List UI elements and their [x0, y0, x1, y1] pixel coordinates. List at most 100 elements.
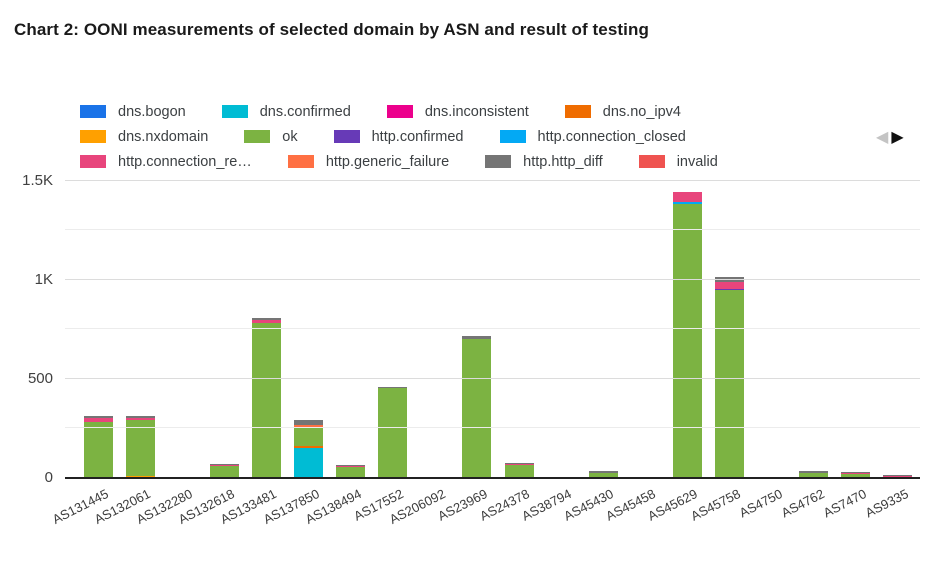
legend-row: dns.nxdomain ok http.confirmed http.connect… — [80, 124, 870, 149]
bar-group[interactable] — [547, 168, 576, 478]
x-axis-line — [65, 477, 920, 479]
bar-group[interactable] — [757, 168, 786, 478]
legend-label: dns.no_ipv4 — [602, 103, 681, 120]
bar-group[interactable] — [336, 168, 366, 478]
bar-segment-http.http_diff[interactable] — [125, 416, 155, 418]
bar-group[interactable] — [799, 168, 829, 478]
legend-label: dns.inconsistent — [424, 103, 529, 120]
bar-segment-http.http_diff[interactable] — [504, 462, 534, 464]
gridline-minor — [65, 328, 920, 330]
y-axis-tick-label: 0 — [44, 469, 53, 486]
bar-segment-http.connection_reset[interactable] — [715, 281, 745, 289]
bar-group[interactable] — [167, 168, 197, 478]
bar-segment-http.connection_reset[interactable] — [841, 473, 871, 475]
bar-segment-dns.no_ipv4[interactable] — [294, 446, 324, 449]
bar-group[interactable] — [841, 168, 871, 478]
bar-segment-http.http_diff[interactable] — [378, 386, 408, 388]
bar-group[interactable] — [715, 168, 745, 478]
legend-prev-icon: ◀ — [876, 129, 889, 146]
bar-segment-http.http_diff[interactable] — [588, 471, 618, 474]
bar-segment-ok[interactable] — [83, 421, 113, 478]
bar-segment-http.http_diff[interactable] — [462, 336, 492, 340]
bar-segment-ok[interactable] — [799, 473, 829, 478]
bar-group[interactable] — [420, 168, 449, 478]
legend-item-http.connection_closed: http.connection_closed — [499, 128, 686, 145]
legend-swatch — [80, 130, 106, 143]
legend-label: dns.bogon — [118, 103, 186, 120]
legend-item-http.confirmed: http.confirmed — [333, 129, 464, 145]
y-axis-tick-label: 1.5K — [22, 171, 53, 189]
legend-swatch — [564, 105, 591, 118]
bar-segment-http.connection_reset[interactable] — [883, 476, 913, 478]
legend-row: http.connection_re… http.generic_failure h… — [80, 149, 870, 174]
bar-segment-http.http_diff[interactable] — [799, 471, 829, 474]
bar-group[interactable] — [378, 168, 408, 478]
bar-segment-http.connection_reset[interactable] — [83, 417, 113, 422]
bar-segment-ok[interactable] — [251, 322, 281, 478]
legend-swatch — [499, 130, 526, 143]
bar-segment-http.connection_reset[interactable] — [504, 463, 534, 466]
bar-segment-http.http_diff[interactable] — [209, 464, 239, 466]
bar-segment-ok[interactable] — [378, 387, 408, 478]
bar-segment-http.http_diff[interactable] — [294, 419, 324, 425]
bar-group[interactable] — [504, 168, 534, 478]
legend-label: http.connection_closed — [537, 128, 686, 145]
legend-swatch — [287, 155, 314, 168]
bar-segment-ok[interactable] — [336, 467, 366, 478]
bar-segment-http.connection_reset[interactable] — [251, 319, 281, 323]
bar-segment-ok[interactable] — [125, 419, 155, 477]
legend-swatch — [333, 130, 360, 143]
legend-next-icon[interactable]: ▶ — [891, 129, 904, 146]
bar-segment-http.http_diff[interactable] — [841, 472, 871, 474]
bars-layer — [77, 168, 919, 478]
bar-segment-http.connection_reset[interactable] — [125, 418, 155, 420]
gridline-minor — [65, 427, 920, 429]
bar-segment-http.connection_reset[interactable] — [209, 465, 239, 467]
bar-segment-http.http_diff[interactable] — [336, 465, 366, 467]
bar-segment-http.http_diff[interactable] — [83, 416, 113, 418]
legend-swatch — [638, 155, 665, 168]
legend-swatch — [244, 130, 271, 143]
bar-group[interactable] — [209, 168, 239, 478]
legend-swatch — [221, 105, 248, 118]
bar-segment-ok[interactable] — [504, 465, 534, 478]
bar-group[interactable] — [462, 168, 492, 478]
y-axis-tick-label: 500 — [27, 369, 53, 387]
legend-item-dns.confirmed: dns.confirmed — [221, 104, 351, 120]
bar-group[interactable] — [294, 168, 324, 478]
legend-item-dns.bogon: dns.bogon — [80, 104, 186, 120]
bar-group[interactable] — [883, 168, 913, 478]
bar-segment-ok[interactable] — [715, 289, 745, 478]
bar-group[interactable] — [125, 168, 155, 478]
bar-segment-ok[interactable] — [462, 339, 492, 478]
bar-segment-http.connection_reset[interactable] — [672, 191, 702, 202]
legend-pagination: ◀ ▶ — [876, 129, 904, 147]
legend-item-dns.inconsistent: dns.inconsistent — [386, 103, 529, 120]
bar-segment-http.http_diff[interactable] — [251, 317, 281, 320]
bar-segment-ok[interactable] — [209, 466, 239, 478]
legend-label: ok — [282, 128, 298, 145]
legend-label: http.http_diff — [523, 153, 603, 170]
bar-segment-http.http_diff[interactable] — [883, 475, 913, 477]
gridline — [65, 278, 920, 280]
bar-segment-http.connection_reset[interactable] — [294, 426, 324, 428]
bar-segment-http.confirmed[interactable] — [715, 288, 745, 290]
legend-swatch — [80, 155, 106, 168]
bar-segment-ok[interactable] — [294, 427, 324, 447]
bar-group[interactable] — [631, 168, 660, 478]
bar-group[interactable] — [83, 168, 113, 478]
legend-item-http.connection_reset: http.connection_re… — [80, 154, 252, 170]
legend: dns.bogon dns.confirmed dns.inconsistent dn… — [80, 99, 870, 174]
bar-segment-dns.confirmed[interactable] — [294, 448, 324, 478]
legend-swatch — [386, 105, 413, 118]
bar-segment-ok[interactable] — [588, 473, 618, 478]
bar-group[interactable] — [588, 168, 618, 478]
bar-segment-ok[interactable] — [672, 203, 702, 478]
bar-segment-http.connection_reset[interactable] — [336, 466, 366, 468]
bar-group[interactable] — [251, 168, 281, 478]
bar-segment-http.generic_failure[interactable] — [294, 424, 324, 427]
bar-segment-ok[interactable] — [841, 474, 871, 478]
bar-group[interactable] — [672, 168, 702, 478]
bar-segment-http.connection_closed[interactable] — [672, 201, 702, 204]
y-axis-tick-label: 1K — [34, 270, 53, 288]
